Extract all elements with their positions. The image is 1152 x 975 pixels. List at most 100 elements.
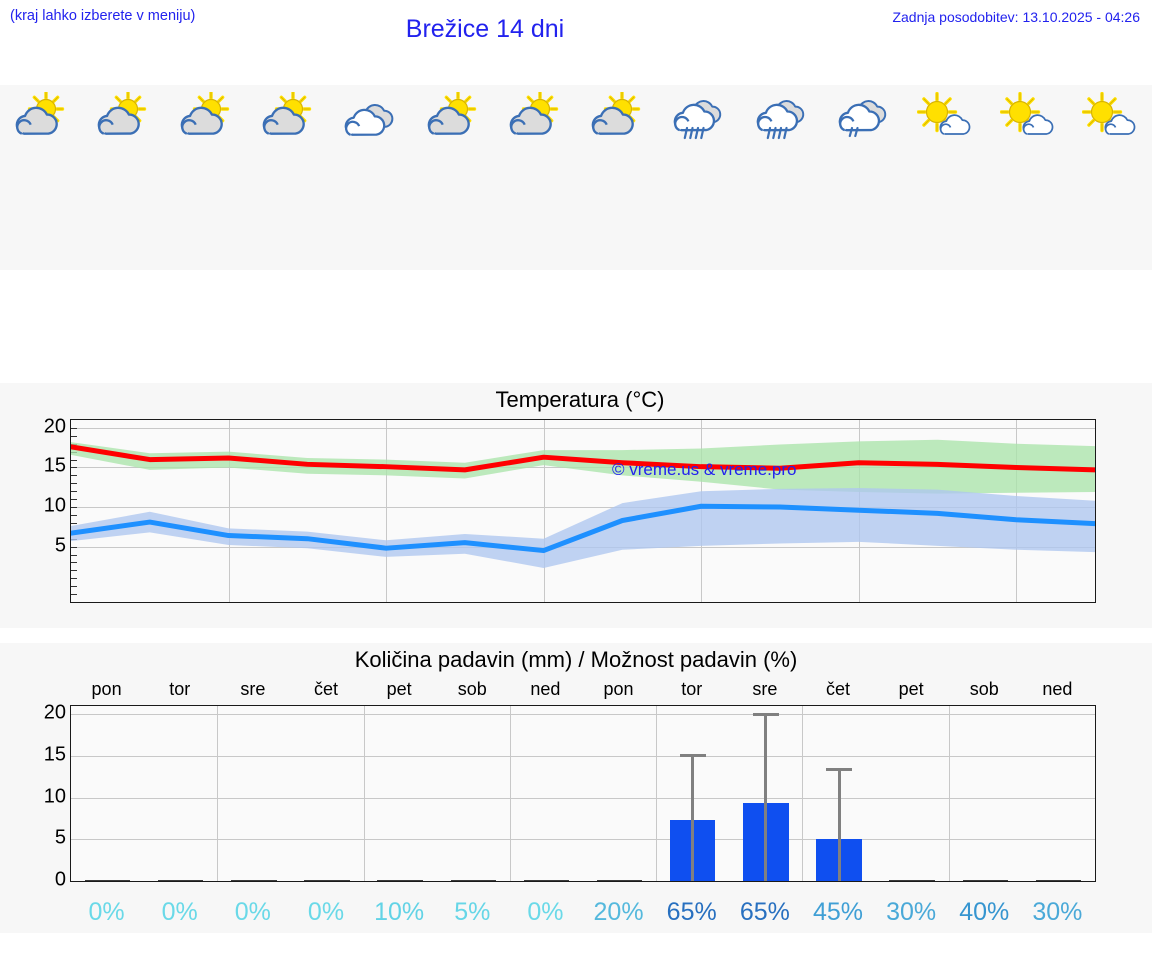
day-column[interactable] xyxy=(494,85,576,270)
precipitation-bar[interactable] xyxy=(377,879,423,881)
error-bar-cap xyxy=(679,753,706,757)
gridline xyxy=(802,706,804,881)
precipitation-day-label: pon xyxy=(91,679,122,699)
axis-tick xyxy=(71,507,77,509)
precipitation-day-label: tor xyxy=(169,679,191,699)
day-column[interactable] xyxy=(905,85,987,270)
y-axis-label: 15 xyxy=(43,454,66,477)
partly-cloudy-icon xyxy=(247,89,329,147)
precipitation-probability: 5% xyxy=(454,898,491,926)
day-column[interactable] xyxy=(576,85,658,270)
gridline xyxy=(71,839,1095,841)
axis-tick xyxy=(71,467,77,469)
precipitation-chart-block: Količina padavin (mm) / Možnost padavin … xyxy=(0,643,1152,933)
partly-cloudy-icon xyxy=(494,89,576,147)
temperature-series xyxy=(71,439,1095,568)
temperature-chart-block: Temperatura (°C) 5 10 15 20 xyxy=(0,383,1152,628)
temperature-chart-title: Temperatura (°C) xyxy=(495,387,665,412)
gridline xyxy=(217,706,219,881)
partly-cloudy-icon xyxy=(576,89,658,147)
precipitation-probability: 0% xyxy=(307,898,345,926)
partly-cloudy-icon xyxy=(165,89,247,147)
light-rain-icon xyxy=(823,89,905,147)
day-column[interactable] xyxy=(1070,85,1152,270)
day-column[interactable] xyxy=(165,85,247,270)
precipitation-probability: 65% xyxy=(666,898,717,926)
cloudy-icon xyxy=(329,89,411,147)
precipitation-probability: 20% xyxy=(593,898,644,926)
precipitation-bar[interactable] xyxy=(450,879,496,881)
day-column[interactable] xyxy=(987,85,1069,270)
axis-tick xyxy=(71,459,77,461)
copyright-watermark: © vreme.us & vreme.pro xyxy=(612,460,797,479)
precipitation-day-label: tor xyxy=(681,679,703,699)
day-column[interactable] xyxy=(0,85,82,270)
day-column[interactable] xyxy=(741,85,823,270)
y-axis-label: 0 xyxy=(54,868,66,891)
precipitation-probability: 0% xyxy=(88,898,125,926)
gridline xyxy=(509,706,511,881)
precipitation-day-label: sob xyxy=(457,679,487,699)
precipitation-probability: 40% xyxy=(959,898,1010,926)
precipitation-y-axis: 0 5 10 15 20 xyxy=(0,643,66,933)
precipitation-day-label: sre xyxy=(240,679,266,699)
precipitation-bar[interactable] xyxy=(1035,879,1082,881)
location-menu-note: (kraj lahko izberete v meniju) xyxy=(10,8,196,24)
precipitation-day-label: pet xyxy=(898,679,924,699)
axis-tick xyxy=(71,491,77,493)
axis-tick xyxy=(71,522,77,524)
gridline xyxy=(656,706,658,881)
precipitation-day-label: ned xyxy=(530,679,561,699)
day-column[interactable] xyxy=(82,85,164,270)
axis-tick xyxy=(71,514,77,516)
precipitation-bar[interactable] xyxy=(596,879,643,881)
day-column[interactable] xyxy=(658,85,740,270)
precipitation-day-label: sob xyxy=(969,679,999,699)
precipitation-day-labels: pon tor sre čet pet sob ned pon tor sre čet pet sob n… xyxy=(70,679,1094,703)
sunny-cloud-icon xyxy=(987,89,1069,147)
gridline xyxy=(71,756,1095,757)
precipitation-day-label: pon xyxy=(603,679,634,699)
precipitation-chart-title: Količina padavin (mm) / Možnost padavin … xyxy=(354,647,798,672)
precipitation-bar[interactable] xyxy=(231,879,277,881)
gridline xyxy=(71,797,1095,799)
gridline xyxy=(71,714,1095,716)
axis-tick xyxy=(71,499,77,501)
precipitation-bar[interactable] xyxy=(158,879,204,881)
day-column[interactable] xyxy=(329,85,411,270)
temperature-plot-area xyxy=(70,419,1096,603)
sunny-cloud-icon xyxy=(1070,89,1152,147)
axis-tick xyxy=(71,483,77,485)
last-update-text: Zadnja posodobitev: 13.10.2025 - 04:26 xyxy=(892,9,1140,25)
gridline xyxy=(363,706,365,881)
day-column[interactable] xyxy=(823,85,905,270)
precipitation-bar[interactable] xyxy=(304,879,350,881)
gridline xyxy=(228,420,230,602)
rain-icon xyxy=(658,89,740,147)
precipitation-probability: 65% xyxy=(739,898,790,926)
precipitation-bar[interactable] xyxy=(962,879,1008,881)
precipitation-bar[interactable] xyxy=(889,879,935,881)
precipitation-day-label: pet xyxy=(386,679,412,699)
error-bar-cap xyxy=(826,767,852,771)
axis-tick xyxy=(71,554,77,556)
precipitation-bar[interactable] xyxy=(523,879,570,881)
y-axis-label: 5 xyxy=(54,534,66,557)
precipitation-plot-area xyxy=(70,705,1096,882)
day-column[interactable] xyxy=(411,85,493,270)
y-axis-label: 15 xyxy=(43,743,66,766)
axis-tick xyxy=(71,570,77,572)
day-column[interactable] xyxy=(247,85,329,270)
sunny-cloud-icon xyxy=(905,89,987,147)
y-axis-label: 5 xyxy=(54,826,66,849)
y-axis-label: 10 xyxy=(43,494,66,517)
y-axis-label: 10 xyxy=(43,785,66,808)
axis-tick xyxy=(71,586,77,588)
error-bar-line xyxy=(691,753,695,881)
partly-cloudy-icon xyxy=(411,89,493,147)
error-bar-line xyxy=(764,712,768,881)
error-bar-line xyxy=(837,767,841,881)
gridline xyxy=(543,420,545,602)
precipitation-bar[interactable] xyxy=(84,879,131,881)
